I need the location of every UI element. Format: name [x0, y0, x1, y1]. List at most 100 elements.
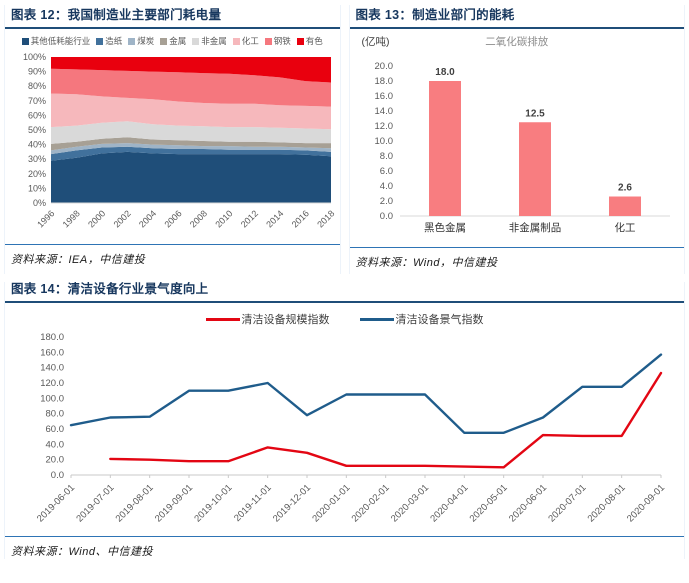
- legend-color-swatch: [192, 37, 200, 45]
- category-label: 化工: [614, 221, 635, 234]
- area-band: [51, 151, 332, 203]
- y-tick-label: 20.0: [45, 455, 64, 466]
- legend-label: 清洁设备景气指数: [395, 314, 484, 326]
- chart13-source-rule: [349, 247, 684, 248]
- y-tick-label: 20%: [28, 169, 46, 179]
- legend-label: 清洁设备规模指数: [241, 314, 330, 326]
- x-tick-label: 2020-01-01: [310, 482, 352, 524]
- x-tick-label: 2004: [137, 208, 158, 229]
- x-tick-label: 2020-05-01: [467, 482, 509, 524]
- chart12-source: 资料来源：IEA，中信建投: [11, 254, 146, 266]
- area-band: [51, 146, 332, 161]
- x-tick-label: 2019-10-01: [192, 482, 234, 524]
- y-tick-label: 18.0: [374, 76, 393, 87]
- co2-bar-chart: 0.0 2.0 4.0 6.0 8.0 10.0 12.0 14.0 16.0 18.0 20.0 1…: [374, 61, 670, 234]
- area-band: [51, 57, 332, 83]
- x-tick-label: 2018: [315, 208, 336, 229]
- legend-label: 造纸: [105, 36, 123, 46]
- chart12-section: 图表 12：我国制造业主要部门耗电量 其他低耗能行业 造纸 煤炭 金属 非金属 化工 钢铁 有…: [4, 5, 341, 274]
- bar: [518, 122, 551, 216]
- chart12-title-rule: [5, 27, 340, 29]
- legend-color-swatch: [296, 37, 304, 45]
- x-tick-label: 2012: [239, 208, 260, 229]
- legend-label: 钢铁: [273, 36, 291, 46]
- x-tick-label: 1998: [61, 208, 82, 229]
- legend-label: 非金属: [201, 36, 227, 46]
- legend-color-swatch: [160, 37, 168, 45]
- clean-equipment-line-chart: 0.0 20.0 40.0 60.0 80.0 100.0 120.0 140.0 160.0 1…: [34, 332, 666, 524]
- x-tick-label: 2019-09-01: [152, 482, 194, 524]
- y-tick-label: 40.0: [45, 439, 64, 450]
- chart12-legend: 其他低耗能行业 造纸 煤炭 金属 非金属 化工 钢铁 有色: [5, 35, 340, 47]
- chart13-unit-label: (亿吨): [361, 36, 390, 48]
- x-tick-label: 2020-04-01: [428, 482, 470, 524]
- y-tick-label: 70%: [28, 96, 46, 106]
- y-tick-label: 80%: [28, 81, 46, 91]
- y-tick-label: 0.0: [380, 211, 393, 222]
- x-tick-label: 2020-02-01: [349, 482, 391, 524]
- y-tick-label: 100%: [23, 52, 46, 62]
- area-band: [51, 137, 332, 151]
- y-tick-label: 0.0: [50, 470, 63, 481]
- chart14-title: 图表 14：清洁设备行业景气度向上: [11, 282, 209, 296]
- top-charts-row: 图表 12：我国制造业主要部门耗电量 其他低耗能行业 造纸 煤炭 金属 非金属 化工 钢铁有…: [4, 5, 685, 274]
- x-tick-label: 2020-03-01: [388, 482, 430, 524]
- legend-item: 钢铁: [264, 35, 291, 47]
- x-tick-label: 2020-06-01: [506, 482, 548, 524]
- bar: [608, 196, 641, 216]
- legend-item: 清洁设备规模指数: [205, 311, 330, 327]
- x-tick-label: 2002: [112, 208, 133, 229]
- y-tick-label: 90%: [28, 67, 46, 77]
- x-tick-label: 2000: [86, 208, 107, 229]
- legend-color-swatch: [232, 37, 240, 45]
- bar-value-label: 2.6: [618, 183, 632, 194]
- x-tick-label: 2019-08-01: [113, 482, 155, 524]
- y-tick-label: 0%: [33, 198, 46, 208]
- category-label: 非金属制品: [509, 221, 562, 234]
- legend-line-swatch: [205, 317, 240, 321]
- x-tick-label: 2020-08-01: [585, 482, 627, 524]
- area-band: [51, 143, 332, 155]
- legend-label: 金属: [169, 36, 187, 46]
- y-tick-label: 40%: [28, 140, 46, 150]
- x-tick-label: 2019-07-01: [74, 482, 116, 524]
- chart14-title-rule: [5, 301, 684, 303]
- y-tick-label: 30%: [28, 154, 46, 164]
- y-tick-label: 10.0: [374, 136, 393, 147]
- y-tick-label: 50%: [28, 125, 46, 135]
- legend-label: 其他低耗能行业: [30, 36, 91, 46]
- legend-item: 煤炭: [128, 35, 154, 47]
- x-tick-label: 1996: [35, 208, 56, 229]
- legend-item: 化工: [232, 35, 259, 47]
- legend-color-swatch: [96, 37, 104, 45]
- x-tick-label: 2019-12-01: [270, 482, 312, 524]
- y-tick-label: 6.0: [380, 166, 393, 177]
- y-tick-label: 180.0: [40, 332, 64, 343]
- legend-item: 其他低耗能行业: [21, 35, 91, 47]
- y-tick-label: 10%: [28, 183, 46, 193]
- x-tick-label: 2014: [265, 208, 286, 229]
- legend-label: 化工: [241, 36, 259, 46]
- legend-item: 清洁设备景气指数: [359, 311, 484, 327]
- chart12-source-rule: [5, 244, 340, 245]
- category-label: 黑色金属: [424, 221, 466, 234]
- bar-value-label: 18.0: [435, 67, 455, 78]
- y-tick-label: 160.0: [40, 347, 64, 358]
- chart13-chart-titles: (亿吨) 二氧化碳排放: [350, 33, 685, 48]
- legend-item: 金属: [160, 35, 186, 47]
- y-tick-label: 60.0: [45, 424, 64, 435]
- legend-color-swatch: [128, 37, 136, 45]
- x-tick-label: 2006: [163, 208, 184, 229]
- legend-label: 有色: [305, 36, 323, 46]
- y-tick-label: 120.0: [40, 378, 64, 389]
- legend-item: 造纸: [96, 35, 122, 47]
- x-tick-label: 2020-07-01: [546, 482, 588, 524]
- y-tick-label: 20.0: [374, 61, 393, 72]
- y-tick-label: 8.0: [380, 151, 393, 162]
- legend-item: 有色: [296, 35, 323, 47]
- y-tick-label: 100.0: [40, 393, 64, 404]
- chart13-chart-title: 二氧化碳排放: [485, 36, 549, 48]
- x-tick-label: 2019-11-01: [232, 482, 274, 524]
- line-series: [69, 353, 662, 435]
- y-tick-label: 2.0: [380, 196, 393, 207]
